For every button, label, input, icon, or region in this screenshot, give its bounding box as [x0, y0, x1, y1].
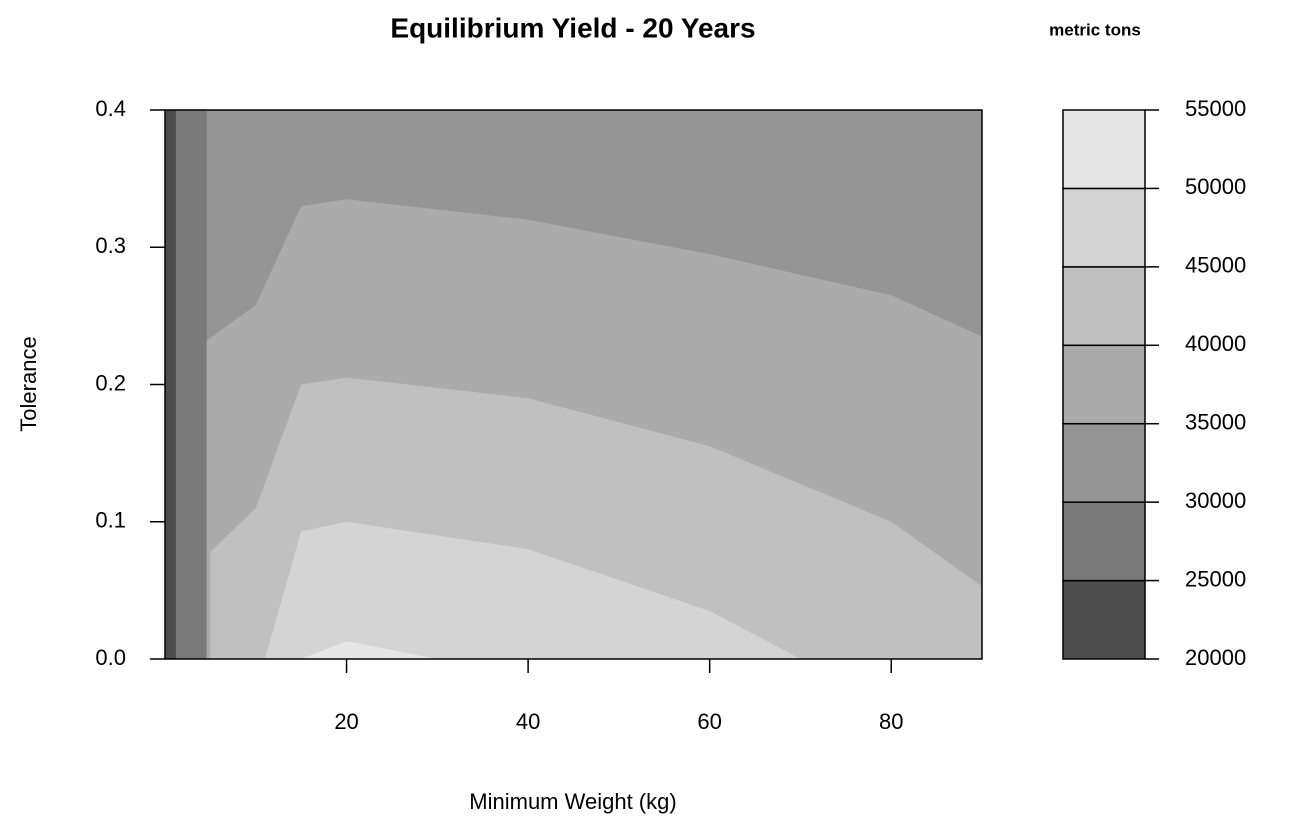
legend-tick-label: 40000: [1185, 331, 1246, 356]
contour-band: [301, 641, 438, 659]
legend-tick-label: 45000: [1185, 253, 1246, 278]
y-axis-title: Tolerance: [16, 336, 41, 431]
x-tick-label: 20: [334, 709, 358, 734]
legend-swatch: [1062, 266, 1146, 347]
y-tick-label: 0.2: [95, 370, 126, 395]
legend-swatch: [1062, 501, 1146, 582]
legend-tick-label: 25000: [1185, 566, 1246, 591]
x-tick-label: 40: [516, 709, 540, 734]
legend-tick-label: 30000: [1185, 488, 1246, 513]
legend-tick-label: 20000: [1185, 645, 1246, 670]
y-tick-label: 0.3: [95, 233, 126, 258]
y-tick-label: 0.1: [95, 508, 126, 533]
legend-swatch: [1062, 422, 1146, 503]
chart-title: Equilibrium Yield - 20 Years: [390, 12, 755, 43]
legend-swatch: [1062, 187, 1146, 268]
legend-tick-label: 50000: [1185, 174, 1246, 199]
legend-tick-label: 55000: [1185, 96, 1246, 121]
x-axis-title: Minimum Weight (kg): [469, 789, 676, 814]
legend-swatch: [1062, 579, 1146, 660]
legend-swatch: [1062, 344, 1146, 425]
contour-band: [264, 521, 801, 659]
legend-swatch: [1062, 109, 1146, 190]
legend-tick-label: 35000: [1185, 410, 1246, 435]
legend-title: metric tons: [1049, 20, 1141, 39]
y-tick-label: 0.0: [95, 645, 126, 670]
x-tick-label: 60: [697, 709, 721, 734]
x-tick-label: 80: [879, 709, 903, 734]
y-tick-label: 0.4: [95, 96, 126, 121]
